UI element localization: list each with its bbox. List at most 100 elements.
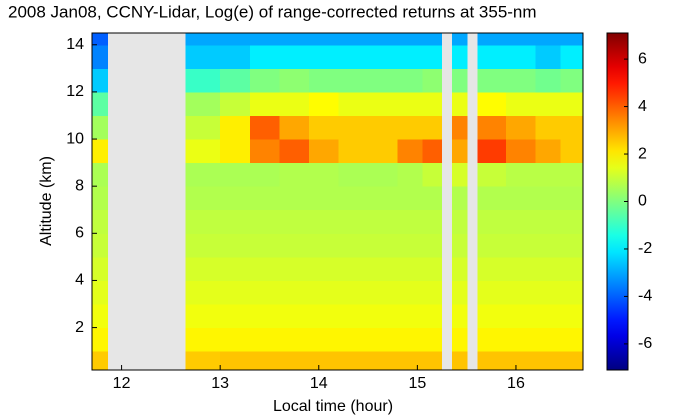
cell [279, 280, 310, 305]
missing-cell [107, 186, 187, 211]
cell [92, 351, 109, 371]
cell [535, 91, 561, 116]
missing-cell [467, 33, 479, 46]
missing-cell [467, 91, 479, 116]
cell [535, 280, 561, 305]
cell [249, 280, 280, 305]
cell [308, 115, 339, 140]
missing-cell [442, 115, 453, 140]
missing-cell [107, 68, 187, 93]
cell [451, 209, 469, 234]
cell [185, 68, 221, 93]
colorbar-tick-label: -4 [638, 288, 652, 305]
missing-cell [467, 209, 479, 234]
cell [451, 68, 469, 93]
cell [279, 351, 310, 371]
missing-cell [442, 209, 453, 234]
cell [368, 186, 399, 211]
cell [560, 351, 584, 371]
cell [368, 33, 399, 46]
y-tick-label: 6 [75, 225, 84, 242]
cell [397, 327, 423, 352]
cell [368, 304, 399, 329]
cell [451, 139, 469, 164]
cell [535, 162, 561, 187]
cell [308, 327, 339, 352]
missing-cell [442, 327, 453, 352]
cell [451, 351, 469, 371]
x-tick-label: 13 [211, 375, 229, 392]
colorbar-tick-label: 6 [638, 50, 647, 67]
y-tick-label: 4 [75, 272, 84, 289]
cell [477, 91, 507, 116]
cell [92, 209, 109, 234]
cell [560, 91, 584, 116]
cell [368, 91, 399, 116]
cell [422, 139, 443, 164]
cell [279, 162, 310, 187]
cell [560, 304, 584, 329]
cell [338, 351, 369, 371]
cell [506, 256, 537, 281]
missing-cell [442, 256, 453, 281]
cell [422, 209, 443, 234]
x-tick-label: 12 [113, 375, 131, 392]
cell [397, 33, 423, 46]
missing-cell [442, 280, 453, 305]
cell [92, 68, 109, 93]
cell [249, 209, 280, 234]
cell [506, 33, 537, 46]
missing-cell [467, 139, 479, 164]
cell [92, 327, 109, 352]
cell [535, 68, 561, 93]
cell [397, 115, 423, 140]
y-tick-label: 12 [66, 83, 84, 100]
missing-cell [107, 162, 187, 187]
cell [560, 115, 584, 140]
missing-cell [107, 351, 187, 371]
cell [92, 139, 109, 164]
cell [185, 33, 221, 46]
cell [368, 256, 399, 281]
cell [535, 115, 561, 140]
cell [338, 233, 369, 258]
cell [220, 68, 251, 93]
cell [308, 186, 339, 211]
cell [422, 256, 443, 281]
cell [368, 139, 399, 164]
cell [185, 351, 221, 371]
cell [477, 44, 507, 69]
cell [220, 233, 251, 258]
missing-cell [107, 139, 187, 164]
missing-cell [467, 115, 479, 140]
cell [397, 162, 423, 187]
cell [92, 44, 109, 69]
cell [308, 304, 339, 329]
cell [92, 280, 109, 305]
cell [338, 115, 369, 140]
cell [477, 280, 507, 305]
cell [560, 186, 584, 211]
cell [220, 33, 251, 46]
cell [249, 351, 280, 371]
missing-cell [107, 327, 187, 352]
cell [249, 115, 280, 140]
cell [397, 186, 423, 211]
cell [397, 209, 423, 234]
cell [506, 91, 537, 116]
cell [451, 162, 469, 187]
cell [185, 186, 221, 211]
cell [422, 304, 443, 329]
cell [92, 233, 109, 258]
cell [338, 327, 369, 352]
cell [185, 91, 221, 116]
cell [338, 256, 369, 281]
cell [338, 68, 369, 93]
cell [308, 139, 339, 164]
cell [477, 139, 507, 164]
cell [92, 33, 109, 46]
cell [397, 280, 423, 305]
missing-cell [107, 233, 187, 258]
cell [185, 327, 221, 352]
cell [477, 68, 507, 93]
